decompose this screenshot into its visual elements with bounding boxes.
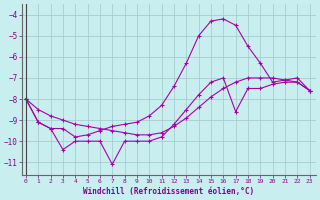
- X-axis label: Windchill (Refroidissement éolien,°C): Windchill (Refroidissement éolien,°C): [84, 187, 255, 196]
